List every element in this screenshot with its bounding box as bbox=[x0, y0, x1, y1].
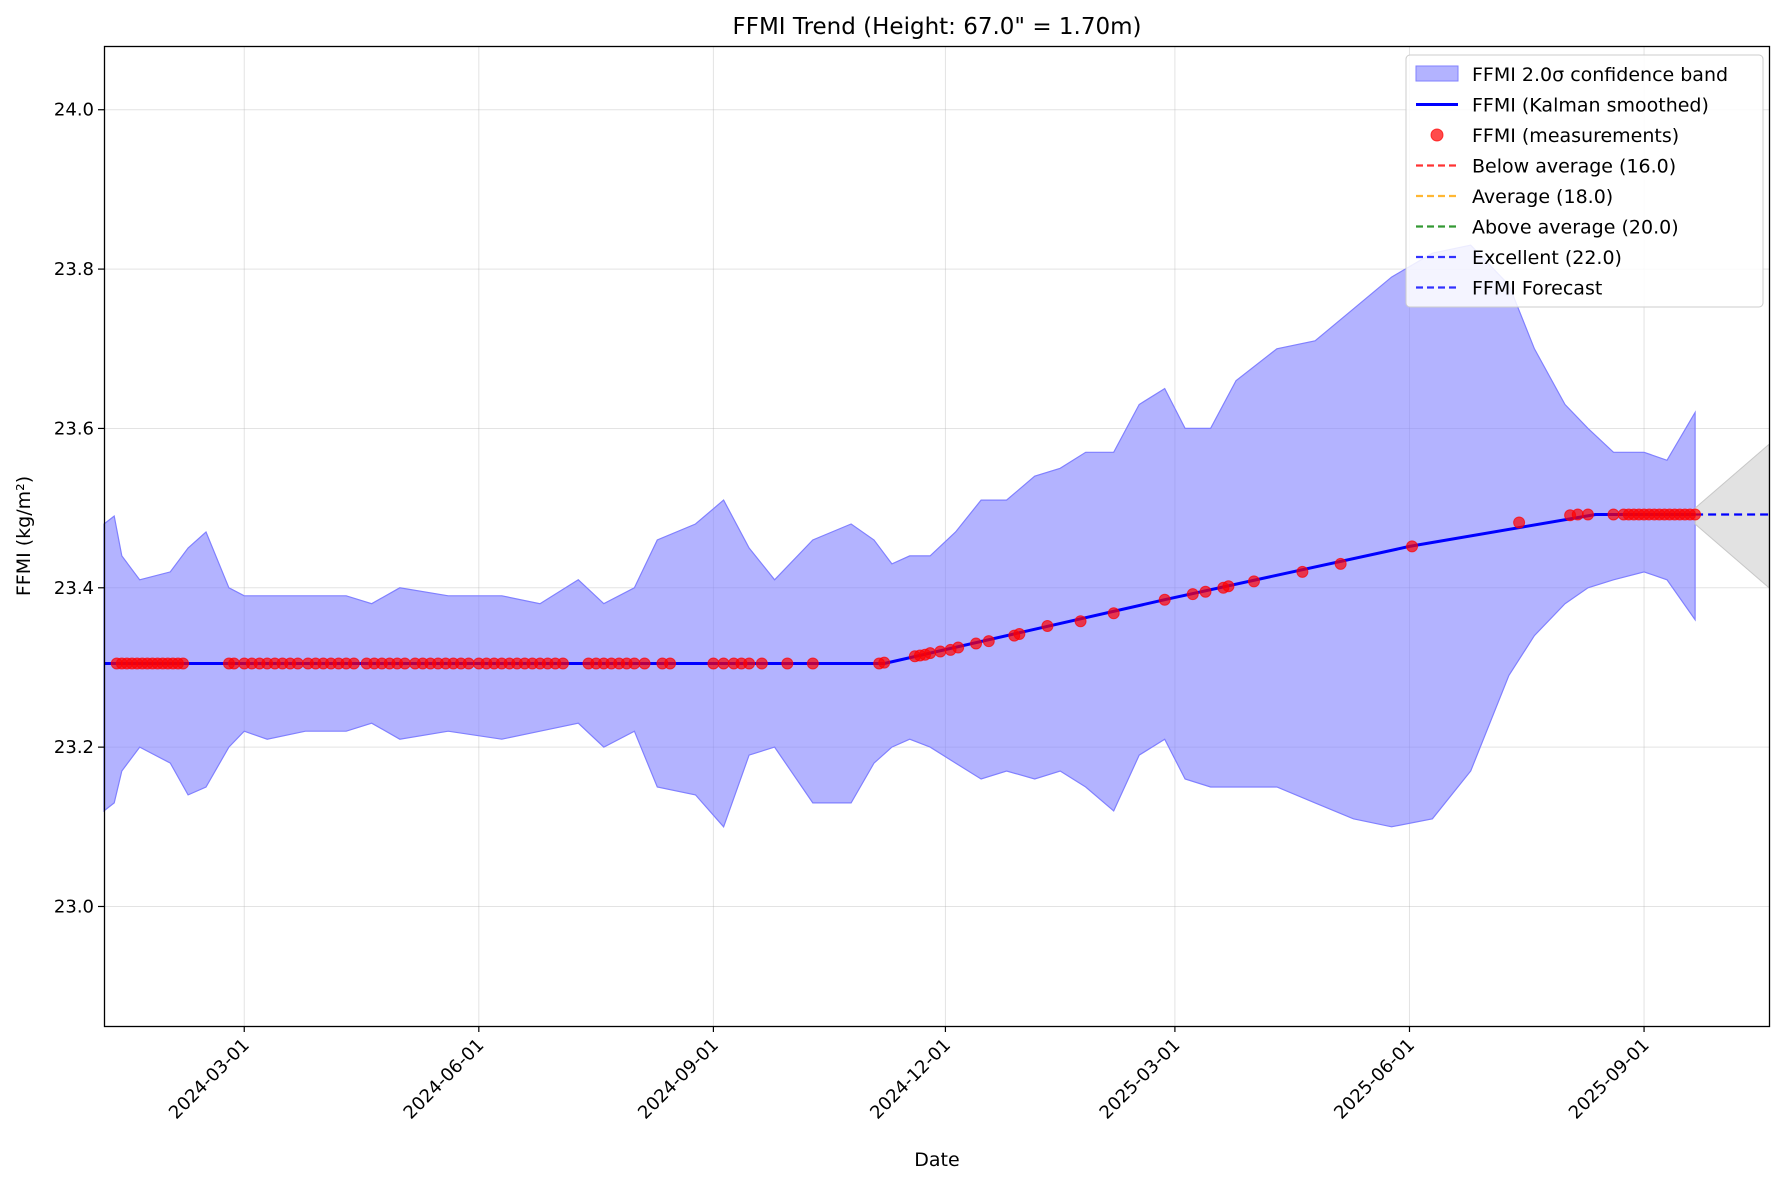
measurement-point bbox=[743, 657, 756, 670]
measurement-point bbox=[347, 657, 360, 670]
confidence-band-area bbox=[103, 244, 1696, 828]
chart-title: FFMI Trend (Height: 67.0" = 1.70m) bbox=[733, 14, 1142, 40]
measurement-point bbox=[717, 657, 730, 670]
legend-label: FFMI Forecast bbox=[1472, 278, 1602, 300]
legend-swatch-marker bbox=[1430, 128, 1444, 142]
measurement-point bbox=[1247, 575, 1260, 588]
x-axis-title: Date bbox=[914, 1149, 959, 1171]
measurement-point bbox=[291, 657, 304, 670]
legend-label: Average (18.0) bbox=[1472, 186, 1613, 208]
measurement-point bbox=[628, 657, 641, 670]
measurement-point bbox=[1074, 615, 1087, 628]
legend-label: FFMI (Kalman smoothed) bbox=[1472, 95, 1709, 117]
measurement-point bbox=[1222, 580, 1235, 593]
measurement-point bbox=[664, 657, 677, 670]
y-tick-label: 23.0 bbox=[54, 896, 94, 917]
measurement-point bbox=[1199, 585, 1212, 598]
measurement-point bbox=[806, 657, 819, 670]
legend-box bbox=[1405, 54, 1764, 308]
measurement-point bbox=[755, 657, 768, 670]
measurement-point bbox=[1406, 540, 1419, 553]
measurement-point bbox=[1571, 508, 1584, 521]
confidence-bands bbox=[103, 244, 1770, 828]
measurement-point bbox=[1107, 607, 1120, 620]
y-axis-ticks: 23.0 23.2 23.4 23.6 23.8 24.0 bbox=[54, 100, 104, 917]
measurement-point bbox=[1334, 557, 1347, 570]
measurement-point bbox=[228, 657, 241, 670]
y-tick-label: 24.0 bbox=[54, 100, 94, 121]
y-axis-title: FFMI (kg/m²) bbox=[13, 476, 35, 596]
measurement-point bbox=[1689, 508, 1702, 521]
measurement-points bbox=[110, 508, 1702, 670]
y-tick-label: 23.6 bbox=[54, 418, 94, 439]
measurement-point bbox=[177, 657, 190, 670]
legend-label: Above average (20.0) bbox=[1472, 217, 1679, 239]
measurement-point bbox=[638, 657, 651, 670]
measurement-point bbox=[1513, 516, 1526, 529]
measurement-point bbox=[1041, 620, 1054, 633]
measurement-point bbox=[1607, 508, 1620, 521]
measurement-point bbox=[952, 641, 965, 654]
y-tick-label: 23.4 bbox=[54, 578, 94, 599]
legend-label: FFMI 2.0σ confidence band bbox=[1472, 64, 1728, 86]
y-tick-label: 23.8 bbox=[54, 259, 94, 280]
measurement-point bbox=[982, 635, 995, 648]
measurement-point bbox=[1158, 593, 1171, 606]
measurement-point bbox=[1296, 565, 1309, 578]
measurement-point bbox=[970, 637, 983, 650]
measurement-point bbox=[398, 657, 411, 670]
measurement-point bbox=[934, 645, 947, 658]
measurement-point bbox=[1013, 628, 1026, 640]
plot-frame bbox=[103, 45, 1771, 1028]
legend-swatch-band bbox=[1415, 65, 1459, 82]
measurement-point bbox=[878, 656, 891, 669]
measurement-point bbox=[781, 657, 794, 670]
measurement-point bbox=[1581, 508, 1594, 521]
measurement-point bbox=[707, 657, 720, 670]
legend-label: Excellent (22.0) bbox=[1472, 247, 1622, 269]
measurement-point bbox=[1186, 588, 1199, 601]
legend-label: FFMI (measurements) bbox=[1472, 125, 1679, 147]
legend: FFMI 2.0σ confidence band FFMI (Kalman sm… bbox=[1405, 54, 1764, 308]
y-tick-label: 23.2 bbox=[54, 737, 94, 758]
measurement-point bbox=[924, 647, 937, 660]
legend-label: Below average (16.0) bbox=[1472, 156, 1676, 178]
measurement-point bbox=[462, 657, 475, 670]
measurement-point bbox=[556, 657, 569, 670]
